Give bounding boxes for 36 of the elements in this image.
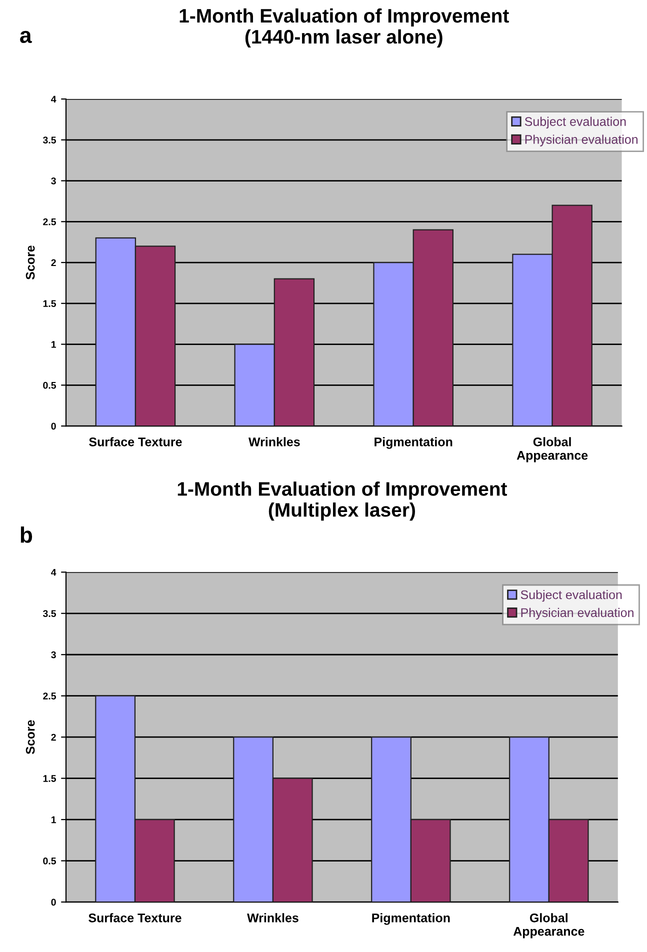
x-tick-label: Wrinkles <box>248 437 300 446</box>
x-tick-label: Pigmentation <box>372 913 450 925</box>
y-axis-title: Score <box>26 246 35 280</box>
text: b <box>20 526 32 543</box>
y-tick-label: 3 <box>51 177 56 184</box>
legend-label: Physician evaluation <box>521 608 634 620</box>
x-tick-label: Pigmentation <box>374 437 452 449</box>
y-tick-label: 2.5 <box>43 692 56 700</box>
y-tick-label: 0 <box>51 422 56 430</box>
y-tick-label: 1 <box>51 341 56 348</box>
y-tick-label: 1.5 <box>43 775 56 782</box>
chart-title: 1-Month Evaluation of Improvement (1440-nm laser alone) <box>180 8 509 48</box>
x-tick-label: Surface Texture <box>89 437 182 446</box>
x-tick-label: Global Appearance <box>516 437 588 462</box>
y-tick-label: 4 <box>51 568 56 576</box>
y-tick-label: 2 <box>51 734 56 741</box>
legend-label: Subject evaluation <box>520 590 622 602</box>
y-tick-label: 0.5 <box>43 382 56 389</box>
chart-title: 1-Month Evaluation of Improvement (Multiplex laser) <box>178 482 507 521</box>
y-tick-label: 1 <box>51 816 56 824</box>
y-tick-label: 2 <box>51 259 56 266</box>
text: a <box>20 30 32 44</box>
x-tick-label: Wrinkles <box>247 913 298 922</box>
y-tick-label: 2.5 <box>43 218 56 226</box>
y-tick-label: 4 <box>51 96 56 103</box>
y-tick-label: 0.5 <box>43 858 56 864</box>
y-tick-label: 3.5 <box>42 136 56 144</box>
legend-label: Physician evaluation <box>525 134 638 146</box>
y-tick-label: 1.5 <box>43 300 56 308</box>
y-tick-label: 3.5 <box>42 610 56 618</box>
legend-label: Subject evaluation <box>524 116 626 128</box>
y-tick-label: 3 <box>51 651 56 658</box>
y-axis-title: Score <box>26 720 35 754</box>
y-tick-label: 0 <box>51 898 56 906</box>
x-tick-label: Global Appearance <box>513 913 584 938</box>
x-tick-label: Surface Texture <box>88 913 182 922</box>
